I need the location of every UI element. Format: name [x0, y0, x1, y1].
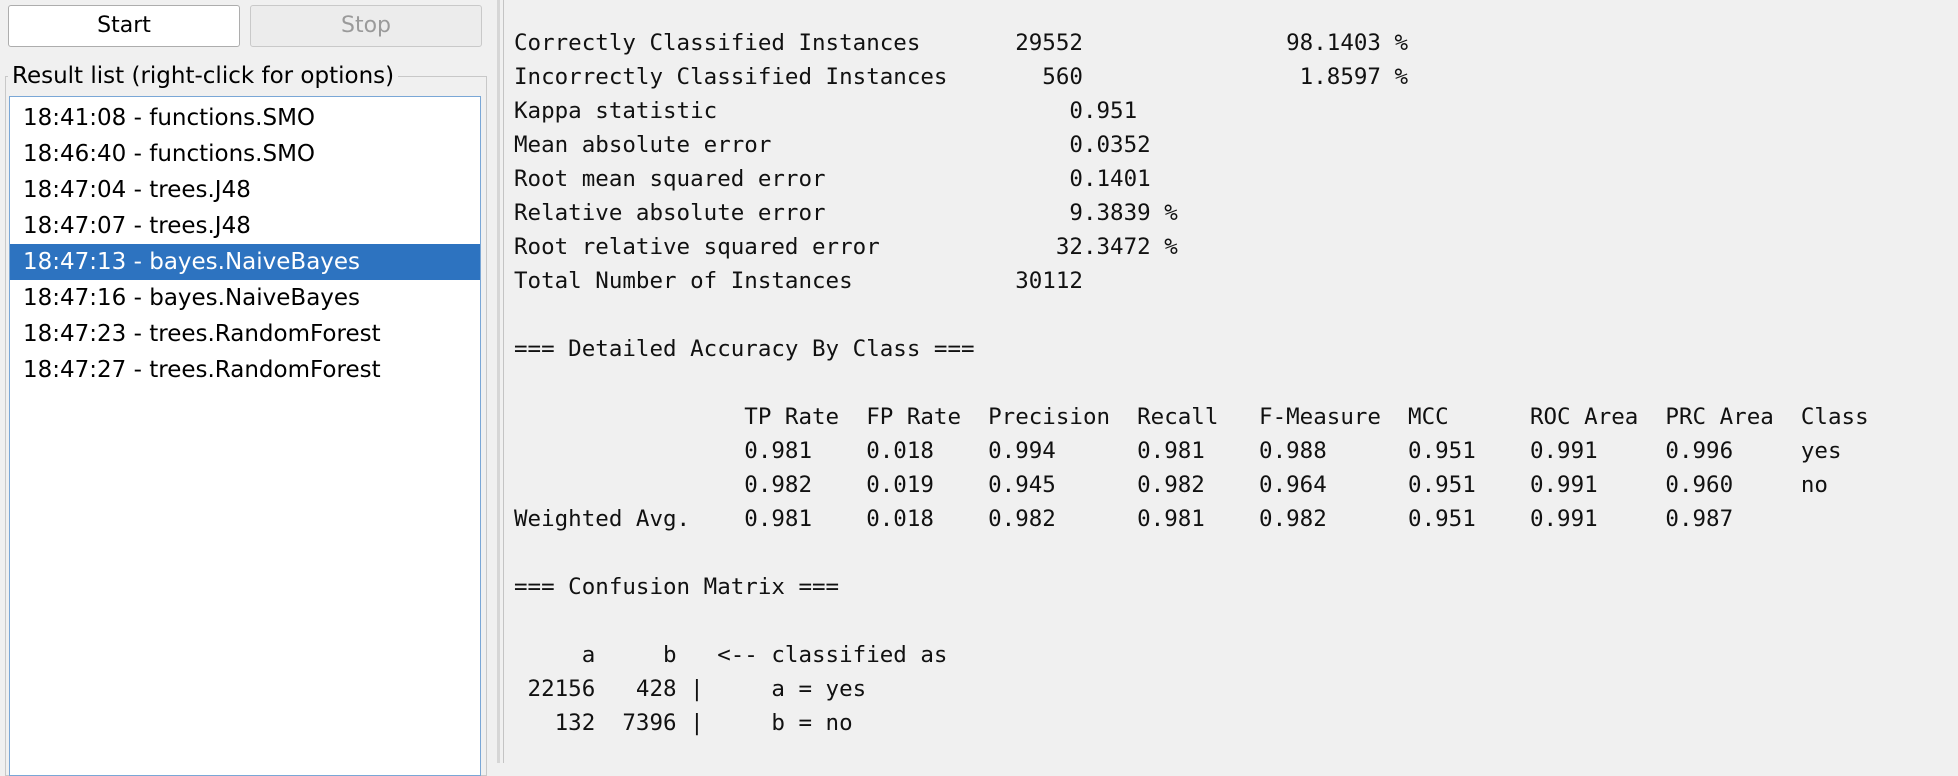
classifier-output[interactable]: Correctly Classified Instances 29552 98.… [514, 26, 1954, 763]
splitter-handle[interactable] [497, 0, 500, 763]
result-list[interactable]: 18:41:08 - functions.SMO 18:46:40 - func… [9, 96, 481, 776]
splitter-line [503, 0, 504, 763]
result-list-label: Result list (right-click for options) [8, 59, 399, 93]
result-list-item[interactable]: 18:46:40 - functions.SMO [23, 141, 316, 167]
classifier-output-text: Correctly Classified Instances 29552 98.… [514, 30, 1869, 736]
result-list-item[interactable]: 18:47:23 - trees.RandomForest [23, 321, 381, 347]
left-panel: Start Stop Result list (right-click for … [0, 0, 490, 776]
result-list-item[interactable]: 18:41:08 - functions.SMO [23, 105, 316, 131]
result-list-item[interactable]: 18:47:07 - trees.J48 [23, 213, 251, 239]
start-button[interactable]: Start [8, 5, 240, 47]
result-list-item[interactable]: 18:47:27 - trees.RandomForest [23, 357, 381, 383]
result-list-item[interactable]: 18:47:04 - trees.J48 [23, 177, 251, 203]
result-list-item-selected[interactable]: 18:47:13 - bayes.NaiveBayes [10, 244, 480, 280]
result-list-item[interactable]: 18:47:16 - bayes.NaiveBayes [23, 285, 361, 311]
stop-button: Stop [250, 5, 482, 47]
